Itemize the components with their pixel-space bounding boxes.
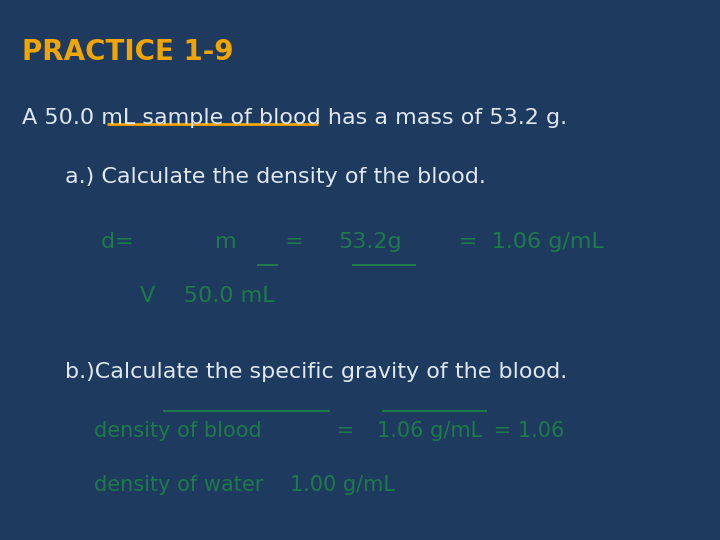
Text: 1.06 g/mL: 1.06 g/mL: [377, 421, 482, 441]
Text: density of blood: density of blood: [94, 421, 261, 441]
Text: d=: d=: [101, 232, 148, 252]
Text: PRACTICE 1-9: PRACTICE 1-9: [22, 38, 233, 66]
Text: b.)Calculate the specific gravity of the blood.: b.)Calculate the specific gravity of the…: [65, 362, 567, 382]
Text: =  1.06 g/mL: = 1.06 g/mL: [416, 232, 604, 252]
Text: a.) Calculate the density of the blood.: a.) Calculate the density of the blood.: [65, 167, 486, 187]
Text: =: =: [279, 232, 311, 252]
Text: m: m: [215, 232, 237, 252]
Text: 53.2g: 53.2g: [338, 232, 402, 252]
Text: A 50.0 mL sample of blood has a mass of 53.2 g.: A 50.0 mL sample of blood has a mass of …: [22, 108, 567, 128]
Text: = 1.06: = 1.06: [487, 421, 564, 441]
Text: density of water    1.00 g/mL: density of water 1.00 g/mL: [94, 475, 395, 495]
Text: =: =: [330, 421, 361, 441]
Text: V    50.0 mL: V 50.0 mL: [140, 286, 275, 306]
